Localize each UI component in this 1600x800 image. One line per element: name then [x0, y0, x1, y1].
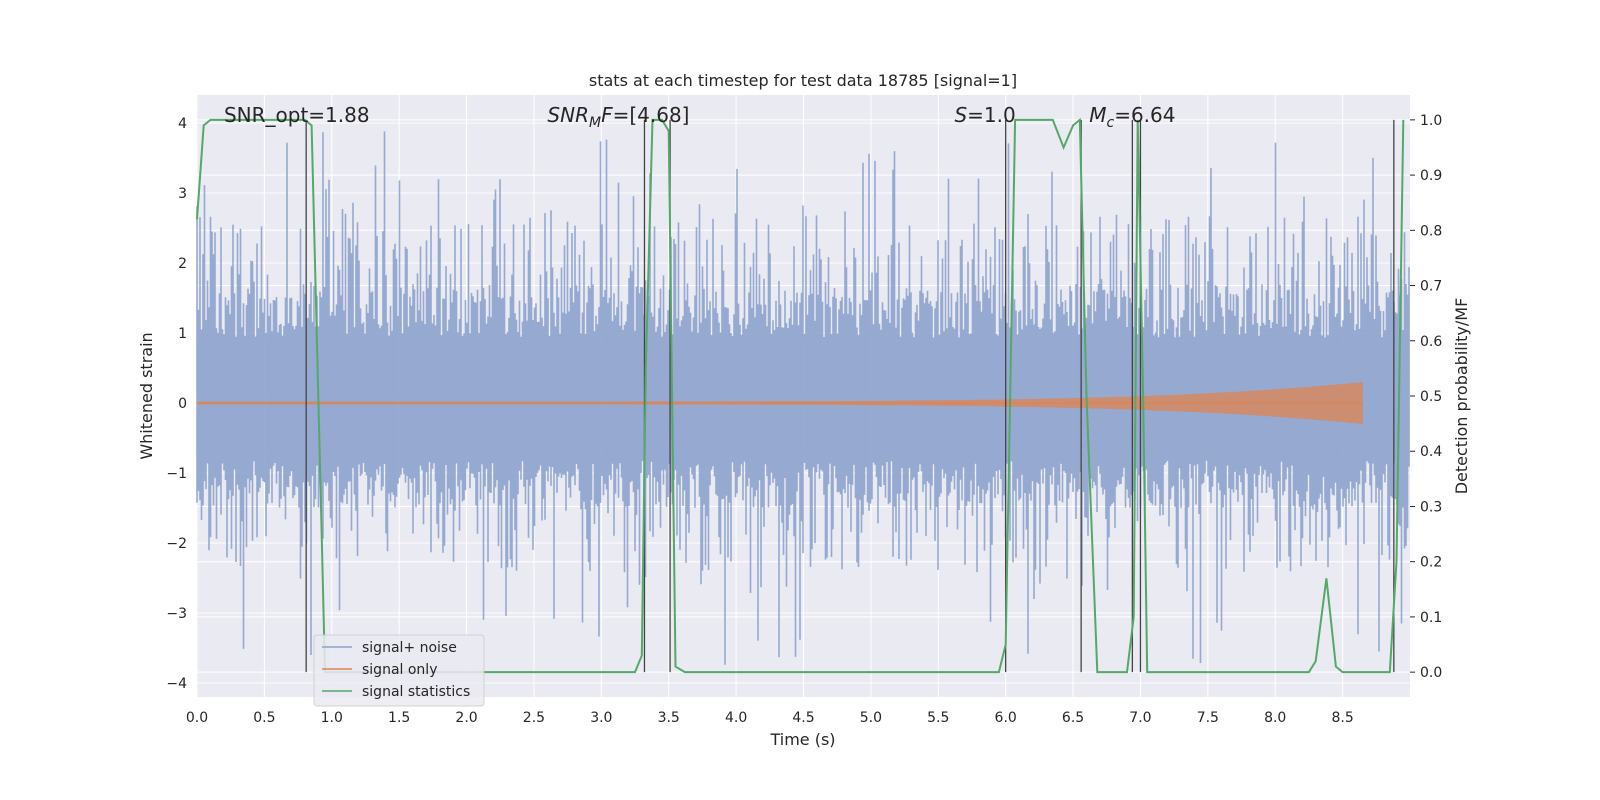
x-tick-label: 2.0: [455, 710, 477, 726]
annotation-label: SNRMF=[4.68]: [547, 103, 689, 131]
y-axis-ticks: −4 −3 −2 −1 0 1 2 3 4: [166, 116, 187, 692]
legend-label-signal: signal only: [362, 662, 437, 678]
y-tick-label: 3: [178, 186, 187, 202]
annotations: SNR_opt=1.88 SNRMF=[4.68] S=1.0 Mc=6.64: [224, 103, 1176, 131]
x-tick-label: 4.5: [792, 710, 814, 726]
x-tick-label: 0.5: [253, 710, 275, 726]
annotation-label: S=1.0: [954, 103, 1015, 127]
y-right-tick-label: 1.0: [1420, 113, 1442, 129]
y-right-tick-label: 0.9: [1420, 168, 1442, 184]
legend-label-noise: signal+ noise: [362, 640, 457, 656]
x-tick-label: 4.0: [725, 710, 747, 726]
annotation-label: Mc=6.64: [1089, 103, 1175, 131]
y-right-tick-label: 0.5: [1420, 389, 1442, 405]
x-tick-label: 7.0: [1129, 710, 1151, 726]
signal-only-series: [197, 382, 1363, 424]
y-tick-label: 2: [178, 256, 187, 272]
x-tick-label: 5.5: [927, 710, 949, 726]
legend: signal+ noise signal only signal statist…: [313, 634, 485, 707]
y-right-tick-label: 0.1: [1420, 610, 1442, 626]
y-right-tick-label: 0.3: [1420, 499, 1442, 515]
x-tick-label: 2.5: [523, 710, 545, 726]
y-tick-label: −1: [166, 466, 187, 482]
x-tick-label: 0.0: [186, 710, 208, 726]
y-tick-label: 4: [178, 116, 187, 132]
x-tick-label: 6.5: [1062, 710, 1084, 726]
annotation-label: SNR_opt=1.88: [224, 103, 370, 127]
y-right-axis-ticks: 0.0 0.1 0.2 0.3 0.4 0.5 0.6 0.7 0.8 0.9 1.0: [1410, 113, 1442, 681]
y-tick-label: 0: [178, 396, 187, 412]
y-right-tick-label: 0.4: [1420, 444, 1442, 460]
x-axis-label: Time (s): [769, 730, 835, 749]
legend-label-stats: signal statistics: [362, 684, 470, 700]
y-tick-label: −4: [166, 676, 187, 692]
x-tick-label: 8.0: [1264, 710, 1286, 726]
y-right-tick-label: 0.0: [1420, 665, 1442, 681]
x-tick-label: 1.5: [388, 710, 410, 726]
y-right-tick-label: 0.7: [1420, 279, 1442, 295]
x-tick-label: 3.0: [590, 710, 612, 726]
y-tick-label: −2: [166, 536, 187, 552]
chart-title: stats at each timestep for test data 187…: [589, 71, 1017, 90]
x-tick-label: 5.0: [860, 710, 882, 726]
x-axis-ticks: 0.0 0.5 1.0 1.5 2.0 2.5 3.0 3.5 4.0 4.5 5.0 5.5 6.0 6…: [186, 710, 1354, 726]
x-tick-label: 7.5: [1197, 710, 1219, 726]
y-right-axis-label: Detection probability/MF: [1452, 298, 1471, 495]
statistics-trace: [196, 117, 1405, 674]
y-right-tick-label: 0.6: [1420, 334, 1442, 350]
y-right-tick-label: 0.2: [1420, 555, 1442, 571]
y-axis-label: Whitened strain: [137, 332, 156, 459]
x-tick-label: 6.0: [995, 710, 1017, 726]
y-tick-label: −3: [166, 606, 187, 622]
y-right-tick-label: 0.8: [1420, 223, 1442, 239]
x-tick-label: 1.0: [321, 710, 343, 726]
x-tick-label: 8.5: [1331, 710, 1353, 726]
legend-box: [313, 634, 485, 707]
x-tick-label: 3.5: [658, 710, 680, 726]
y-tick-label: 1: [178, 326, 187, 342]
signal-statistics-series: [196, 117, 1405, 674]
